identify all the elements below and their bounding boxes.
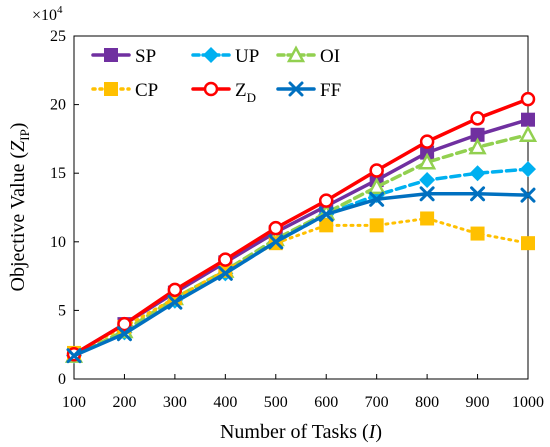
series-ff	[66, 186, 536, 364]
x-tick-label: 200	[112, 394, 136, 411]
series-line	[72, 192, 530, 358]
data-point	[420, 211, 435, 226]
plot-area-frame	[73, 35, 529, 380]
data-point	[167, 282, 183, 298]
y-tick-label: 20	[50, 97, 66, 114]
legend-item-up: UP	[191, 46, 259, 67]
data-point	[167, 294, 183, 310]
data-point	[66, 348, 82, 364]
x-tick-label: 400	[213, 394, 237, 411]
data-point	[418, 152, 437, 170]
x-tick-label: 300	[163, 394, 187, 411]
y-tick-label: 10	[50, 234, 66, 251]
legend-label: OI	[320, 46, 340, 67]
legend-marker	[203, 47, 219, 63]
data-point	[470, 226, 485, 241]
data-point	[217, 265, 233, 281]
data-point	[520, 187, 536, 203]
data-point	[318, 206, 334, 222]
data-point	[518, 125, 538, 143]
legend: SP UP OI CP ZD FF	[91, 45, 341, 105]
data-point	[318, 193, 334, 208]
data-point	[470, 111, 485, 126]
legend-item-sp: SP	[91, 46, 156, 67]
data-point	[521, 236, 535, 251]
legend-item-zd: ZD	[191, 80, 256, 105]
legend-label: FF	[320, 80, 341, 101]
legend-marker	[104, 82, 118, 96]
legend-label: CP	[135, 80, 158, 101]
data-point	[419, 134, 435, 149]
series-line	[72, 133, 530, 358]
data-point	[520, 161, 536, 178]
x-tick-label: 700	[365, 394, 389, 411]
y-axis-title: Objective Value (ZIP)	[7, 123, 32, 292]
series-line	[72, 216, 530, 355]
data-point	[319, 218, 334, 233]
legend-item-ff: FF	[276, 80, 341, 101]
data-point	[367, 177, 386, 195]
data-point	[369, 218, 384, 233]
y-tick-label: 0	[58, 371, 66, 388]
legend-item-cp: CP	[91, 80, 158, 101]
x-tick-label: 600	[314, 394, 338, 411]
legend-marker	[203, 81, 219, 97]
data-point	[268, 234, 284, 250]
data-point	[117, 316, 132, 332]
data-point	[116, 326, 132, 342]
data-point	[268, 220, 284, 236]
data-point	[470, 186, 486, 202]
data-point	[218, 252, 233, 267]
legend-marker	[104, 48, 118, 62]
x-tick-label: 500	[264, 394, 288, 411]
series-layer	[64, 91, 538, 364]
legend-label: ZD	[235, 80, 256, 105]
y-tick-label: 15	[50, 165, 66, 182]
x-axis-title: Number of Tasks (I)	[220, 421, 382, 443]
data-point	[419, 186, 435, 202]
legend-marker	[286, 45, 306, 63]
data-point	[469, 165, 486, 182]
data-point	[369, 191, 385, 207]
legend-label: SP	[135, 46, 156, 67]
axis-ticks: 0 5 10 15 20 25 100 200 300 400 500 600 700 800 900 100…	[50, 28, 544, 411]
data-point	[468, 137, 487, 155]
x-tick-label: 1000	[512, 394, 544, 411]
x-tick-label: 100	[62, 394, 86, 411]
series-line	[72, 97, 530, 357]
legend-item-oi: OI	[276, 45, 340, 67]
data-point	[470, 127, 485, 142]
data-point	[521, 112, 535, 127]
y-tick-label: 5	[58, 302, 66, 319]
y-tick-label: 25	[50, 28, 66, 45]
x-tick-label: 800	[415, 394, 439, 411]
legend-label: UP	[235, 46, 259, 67]
legend-marker	[288, 81, 304, 97]
data-point	[369, 163, 384, 178]
y-axis-multiplier: ×104	[32, 4, 63, 24]
data-point	[520, 91, 536, 107]
x-tick-label: 900	[466, 394, 490, 411]
data-point	[419, 172, 436, 189]
